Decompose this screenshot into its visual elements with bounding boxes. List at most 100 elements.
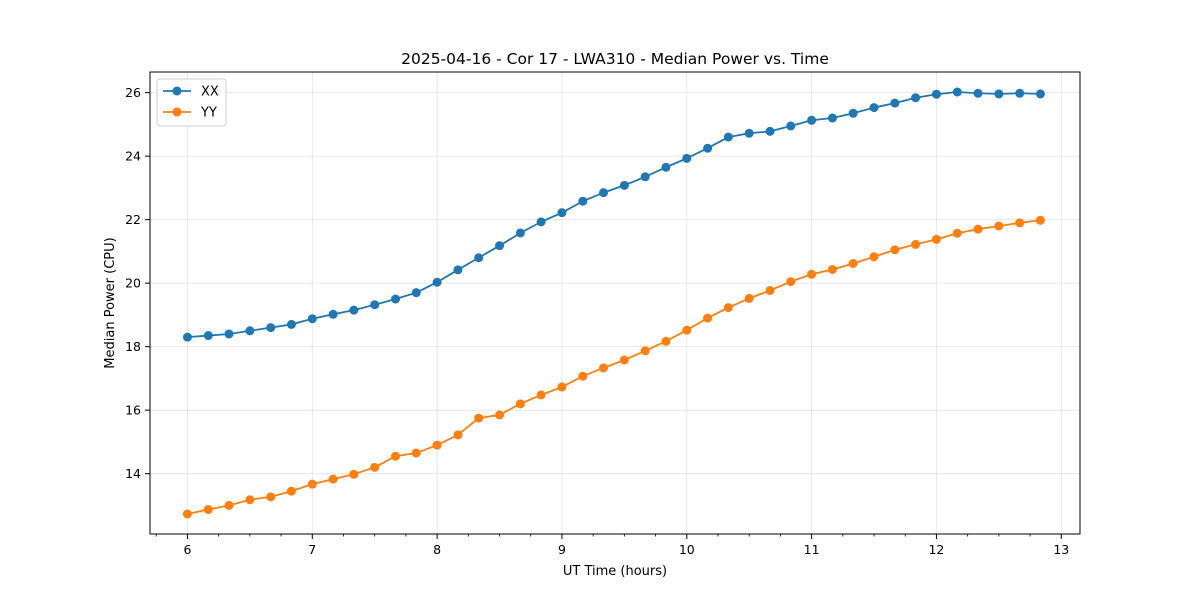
data-point-yy bbox=[536, 390, 546, 400]
x-tick-label: 12 bbox=[928, 542, 944, 557]
x-tick-label: 10 bbox=[679, 542, 695, 557]
series-yy bbox=[182, 215, 1045, 519]
y-tick-label: 16 bbox=[125, 403, 141, 418]
data-point-yy bbox=[911, 239, 921, 249]
data-point-xx bbox=[411, 288, 421, 298]
data-point-xx bbox=[661, 162, 671, 172]
data-point-xx bbox=[848, 108, 858, 118]
data-point-yy bbox=[994, 221, 1004, 231]
data-point-xx bbox=[370, 300, 380, 310]
data-point-yy bbox=[203, 505, 213, 515]
data-point-yy bbox=[973, 224, 983, 234]
data-point-yy bbox=[245, 495, 255, 505]
y-tick-label: 18 bbox=[125, 339, 141, 354]
y-axis: 14 16 18 20 22 24 26 bbox=[125, 85, 150, 481]
data-point-yy bbox=[952, 228, 962, 238]
data-point-xx bbox=[890, 98, 900, 108]
data-point-yy bbox=[1015, 218, 1025, 228]
data-point-yy bbox=[391, 451, 401, 461]
x-tick-label: 9 bbox=[558, 542, 566, 557]
legend-yy-label: YY bbox=[200, 106, 217, 121]
data-point-yy bbox=[848, 258, 858, 268]
data-point-xx bbox=[203, 331, 213, 341]
data-point-xx bbox=[224, 329, 234, 339]
data-point-xx bbox=[495, 241, 505, 251]
x-tick-label: 11 bbox=[804, 542, 820, 557]
data-point-xx bbox=[744, 128, 754, 138]
series-layer bbox=[182, 87, 1045, 519]
data-point-xx bbox=[286, 319, 296, 329]
legend-xx-label: XX bbox=[201, 85, 219, 100]
data-point-yy bbox=[328, 474, 338, 484]
data-point-yy bbox=[931, 234, 941, 244]
data-point-xx bbox=[453, 265, 463, 275]
data-point-xx bbox=[786, 121, 796, 131]
data-point-xx bbox=[536, 217, 546, 227]
data-point-yy bbox=[869, 252, 879, 262]
data-point-yy bbox=[619, 355, 629, 365]
data-point-yy bbox=[307, 479, 317, 489]
data-point-xx bbox=[432, 277, 442, 287]
data-point-yy bbox=[1035, 215, 1045, 225]
data-point-xx bbox=[994, 89, 1004, 99]
x-tick-label: 8 bbox=[433, 542, 441, 557]
data-point-xx bbox=[1035, 89, 1045, 99]
data-point-xx bbox=[723, 132, 733, 142]
data-point-yy bbox=[661, 336, 671, 346]
data-point-yy bbox=[515, 399, 525, 409]
data-point-xx bbox=[391, 294, 401, 304]
data-point-xx bbox=[973, 88, 983, 98]
data-point-yy bbox=[640, 346, 650, 356]
data-point-xx bbox=[911, 93, 921, 103]
legend: XX YY bbox=[156, 78, 227, 127]
data-point-yy bbox=[432, 440, 442, 450]
data-point-xx bbox=[765, 126, 775, 136]
x-axis: 6 7 8 9 10 11 12 13 bbox=[155, 534, 1069, 557]
chart-title: 2025-04-16 - Cor 17 - LWA310 - Median Po… bbox=[401, 50, 829, 68]
data-point-yy bbox=[453, 430, 463, 440]
y-axis-label: Median Power (CPU) bbox=[103, 237, 118, 368]
data-point-xx bbox=[807, 115, 817, 125]
data-point-yy bbox=[682, 325, 692, 335]
data-point-xx bbox=[474, 253, 484, 263]
data-point-yy bbox=[474, 413, 484, 423]
legend-xx-marker bbox=[172, 86, 182, 96]
data-point-yy bbox=[266, 492, 276, 502]
y-tick-label: 22 bbox=[125, 212, 141, 227]
data-point-xx bbox=[515, 228, 525, 238]
data-point-yy bbox=[182, 509, 192, 519]
data-point-xx bbox=[557, 208, 567, 218]
x-tick-label: 7 bbox=[308, 542, 316, 557]
y-tick-label: 14 bbox=[125, 466, 141, 481]
data-point-yy bbox=[703, 313, 713, 323]
legend-yy-marker bbox=[172, 107, 182, 117]
data-point-yy bbox=[890, 245, 900, 255]
data-point-yy bbox=[349, 469, 359, 479]
data-point-yy bbox=[744, 293, 754, 303]
data-point-yy bbox=[786, 277, 796, 287]
x-axis-label: UT Time (hours) bbox=[563, 564, 667, 579]
data-point-xx bbox=[245, 326, 255, 336]
data-point-xx bbox=[952, 87, 962, 97]
y-tick-label: 20 bbox=[125, 276, 141, 291]
data-point-yy bbox=[827, 265, 837, 275]
series-xx bbox=[182, 87, 1045, 342]
x-tick-label: 13 bbox=[1053, 542, 1069, 557]
data-point-xx bbox=[619, 180, 629, 190]
data-point-yy bbox=[370, 462, 380, 472]
data-point-yy bbox=[578, 371, 588, 381]
data-point-xx bbox=[266, 323, 276, 333]
data-point-xx bbox=[703, 143, 713, 153]
data-point-xx bbox=[578, 196, 588, 206]
data-point-yy bbox=[411, 448, 421, 458]
data-point-xx bbox=[182, 332, 192, 342]
grid bbox=[150, 72, 1080, 534]
data-point-xx bbox=[931, 89, 941, 99]
data-point-xx bbox=[640, 172, 650, 182]
data-point-xx bbox=[869, 103, 879, 113]
data-point-xx bbox=[1015, 88, 1025, 98]
data-point-yy bbox=[723, 303, 733, 313]
data-point-xx bbox=[307, 314, 317, 324]
data-point-yy bbox=[224, 500, 234, 510]
